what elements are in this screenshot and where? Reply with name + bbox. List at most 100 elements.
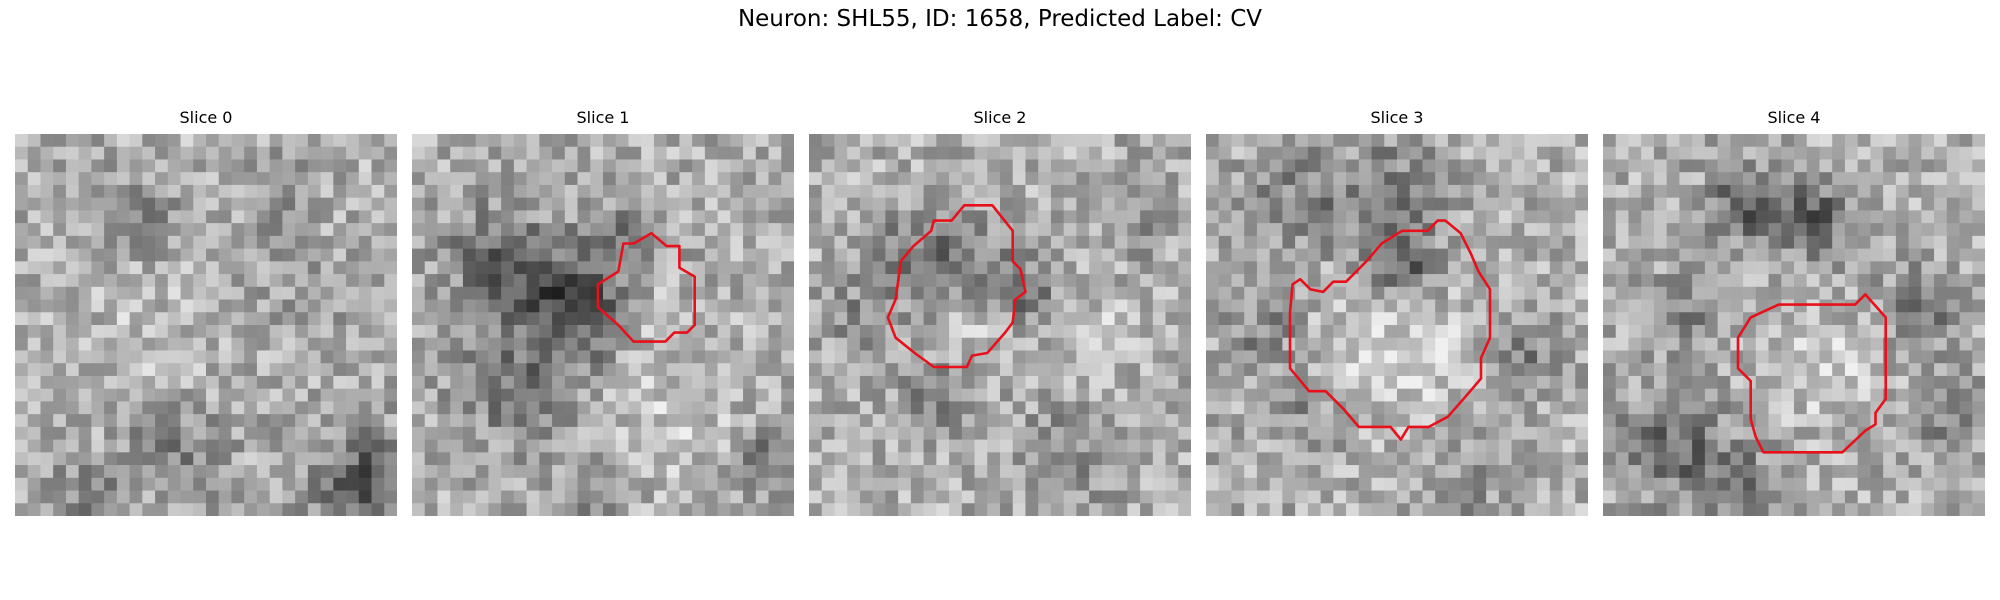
- pixel: [1844, 172, 1859, 186]
- pixel: [704, 337, 718, 351]
- pixel: [1972, 452, 1985, 466]
- pixel: [1537, 337, 1551, 351]
- pixel: [78, 388, 92, 402]
- pixel: [1244, 274, 1258, 288]
- pixel: [1641, 286, 1655, 300]
- pixel: [1000, 172, 1014, 186]
- pixel: [424, 503, 438, 516]
- pixel: [269, 337, 283, 351]
- pixel: [1050, 223, 1065, 237]
- pixel: [142, 414, 156, 428]
- pixel: [256, 477, 271, 491]
- pixel: [1063, 134, 1077, 148]
- pixel: [653, 426, 668, 440]
- pixel: [641, 159, 655, 173]
- pixel: [1282, 223, 1296, 237]
- pixel: [1857, 134, 1871, 148]
- pixel: [1895, 223, 1909, 237]
- pixel: [1921, 477, 1935, 491]
- pixel: [1012, 452, 1026, 466]
- pixel: [1063, 274, 1077, 288]
- pixel: [450, 490, 464, 504]
- pixel: [781, 465, 794, 479]
- pixel: [1307, 465, 1321, 479]
- pixel: [834, 235, 848, 249]
- pixel: [104, 452, 118, 466]
- pixel: [244, 146, 258, 160]
- pixel: [1409, 134, 1423, 148]
- pixel: [1511, 286, 1525, 300]
- pixel: [923, 299, 937, 313]
- pixel: [1295, 477, 1309, 491]
- pixel: [180, 197, 194, 211]
- pixel: [333, 235, 347, 249]
- pixel: [1000, 439, 1014, 453]
- pixel: [206, 134, 220, 148]
- pixel: [155, 337, 169, 351]
- pixel: [577, 210, 591, 224]
- pixel: [1730, 286, 1744, 300]
- pixel: [872, 325, 886, 339]
- pixel: [1371, 375, 1385, 390]
- pixel: [1178, 197, 1191, 211]
- pixel: [590, 248, 604, 262]
- slice-image: [412, 134, 794, 516]
- pixel: [885, 337, 899, 351]
- pixel: [1295, 172, 1309, 186]
- pixel: [1295, 363, 1309, 377]
- pixel: [206, 363, 220, 377]
- pixel: [116, 261, 130, 275]
- pixel: [116, 363, 130, 377]
- pixel: [513, 248, 527, 262]
- pixel: [1819, 223, 1833, 237]
- pixel: [641, 490, 655, 504]
- pixel: [1384, 159, 1398, 173]
- pixel: [129, 159, 143, 173]
- pixel: [371, 235, 385, 249]
- pixel: [666, 325, 680, 339]
- pixel: [513, 363, 527, 377]
- pixel: [104, 465, 118, 479]
- pixel: [256, 312, 271, 326]
- pixel: [1908, 426, 1922, 440]
- pixel: [1409, 248, 1423, 262]
- pixel: [193, 325, 207, 339]
- pixel: [1320, 146, 1334, 160]
- pixel: [847, 439, 861, 453]
- pixel: [1819, 426, 1833, 440]
- pixel: [1537, 414, 1551, 428]
- pixel: [809, 325, 823, 339]
- pixel: [1000, 452, 1014, 466]
- pixel: [513, 426, 527, 440]
- pixel: [116, 426, 130, 440]
- pixel: [1256, 235, 1271, 249]
- pixel: [834, 134, 848, 148]
- slice-image: [1603, 134, 1985, 516]
- pixel: [1603, 452, 1617, 466]
- pixel: [923, 477, 937, 491]
- pixel: [1653, 172, 1668, 186]
- pixel: [936, 325, 950, 339]
- pixel: [1178, 274, 1191, 288]
- pixel: [295, 172, 309, 186]
- pixel: [936, 299, 950, 313]
- pixel: [180, 465, 194, 479]
- pixel: [78, 363, 92, 377]
- pixel: [1615, 477, 1629, 491]
- pixel: [1498, 439, 1512, 453]
- pixel: [346, 401, 360, 415]
- pixel: [1282, 388, 1296, 402]
- pixel: [1666, 490, 1680, 504]
- pixel: [552, 375, 566, 390]
- pixel: [949, 286, 963, 300]
- pixel: [1447, 363, 1462, 377]
- pixel: [282, 350, 296, 364]
- pixel: [1295, 184, 1309, 199]
- pixel: [1806, 248, 1820, 262]
- pixel: [1358, 197, 1372, 211]
- pixel: [961, 274, 975, 288]
- pixel: [1679, 337, 1693, 351]
- pixel: [1282, 426, 1296, 440]
- pixel: [1946, 184, 1960, 199]
- pixel: [1575, 172, 1588, 186]
